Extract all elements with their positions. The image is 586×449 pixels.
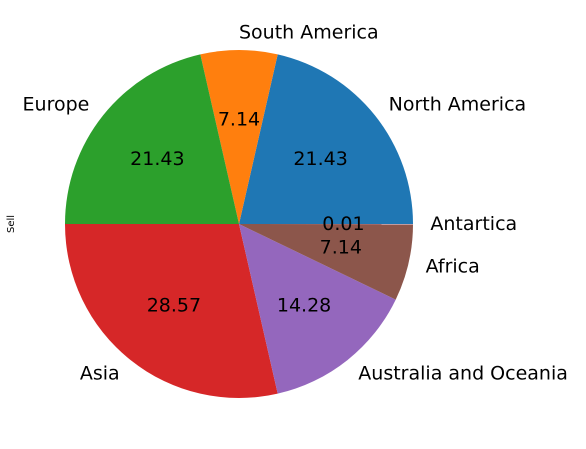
pct-label-asia: 28.57 [147,295,201,317]
pct-label-europe: 21.43 [130,148,184,170]
slice-label-north-america: North America [389,94,527,116]
pct-label-antartica: 0.01 [322,213,364,235]
slice-label-europe: Europe [23,94,90,116]
pie-slice-africa [239,224,413,300]
slice-label-africa: Africa [426,256,480,278]
slice-label-antartica: Antartica [430,213,517,235]
pct-label-north-america: 21.43 [293,148,347,170]
pie-slice-europe [64,54,239,224]
pie-slice-australia-and-oceania [239,224,396,394]
slice-label-asia: Asia [80,363,120,385]
pct-label-africa: 7.14 [320,236,362,258]
pie-slice-south-america [200,50,278,224]
slice-label-australia-and-oceania: Australia and Oceania [358,363,568,385]
pie-slice-north-america [239,54,413,224]
slice-label-south-america: South America [239,22,379,44]
pie-slices [64,50,413,398]
pct-label-south-america: 7.14 [218,109,260,131]
pie-slice-asia [65,224,278,398]
pct-label-australia-and-oceania: 14.28 [277,295,331,317]
y-axis-label: Sell [6,215,17,233]
pie-labels: North America 21.43 South America 7.14 Europ… [23,22,568,385]
